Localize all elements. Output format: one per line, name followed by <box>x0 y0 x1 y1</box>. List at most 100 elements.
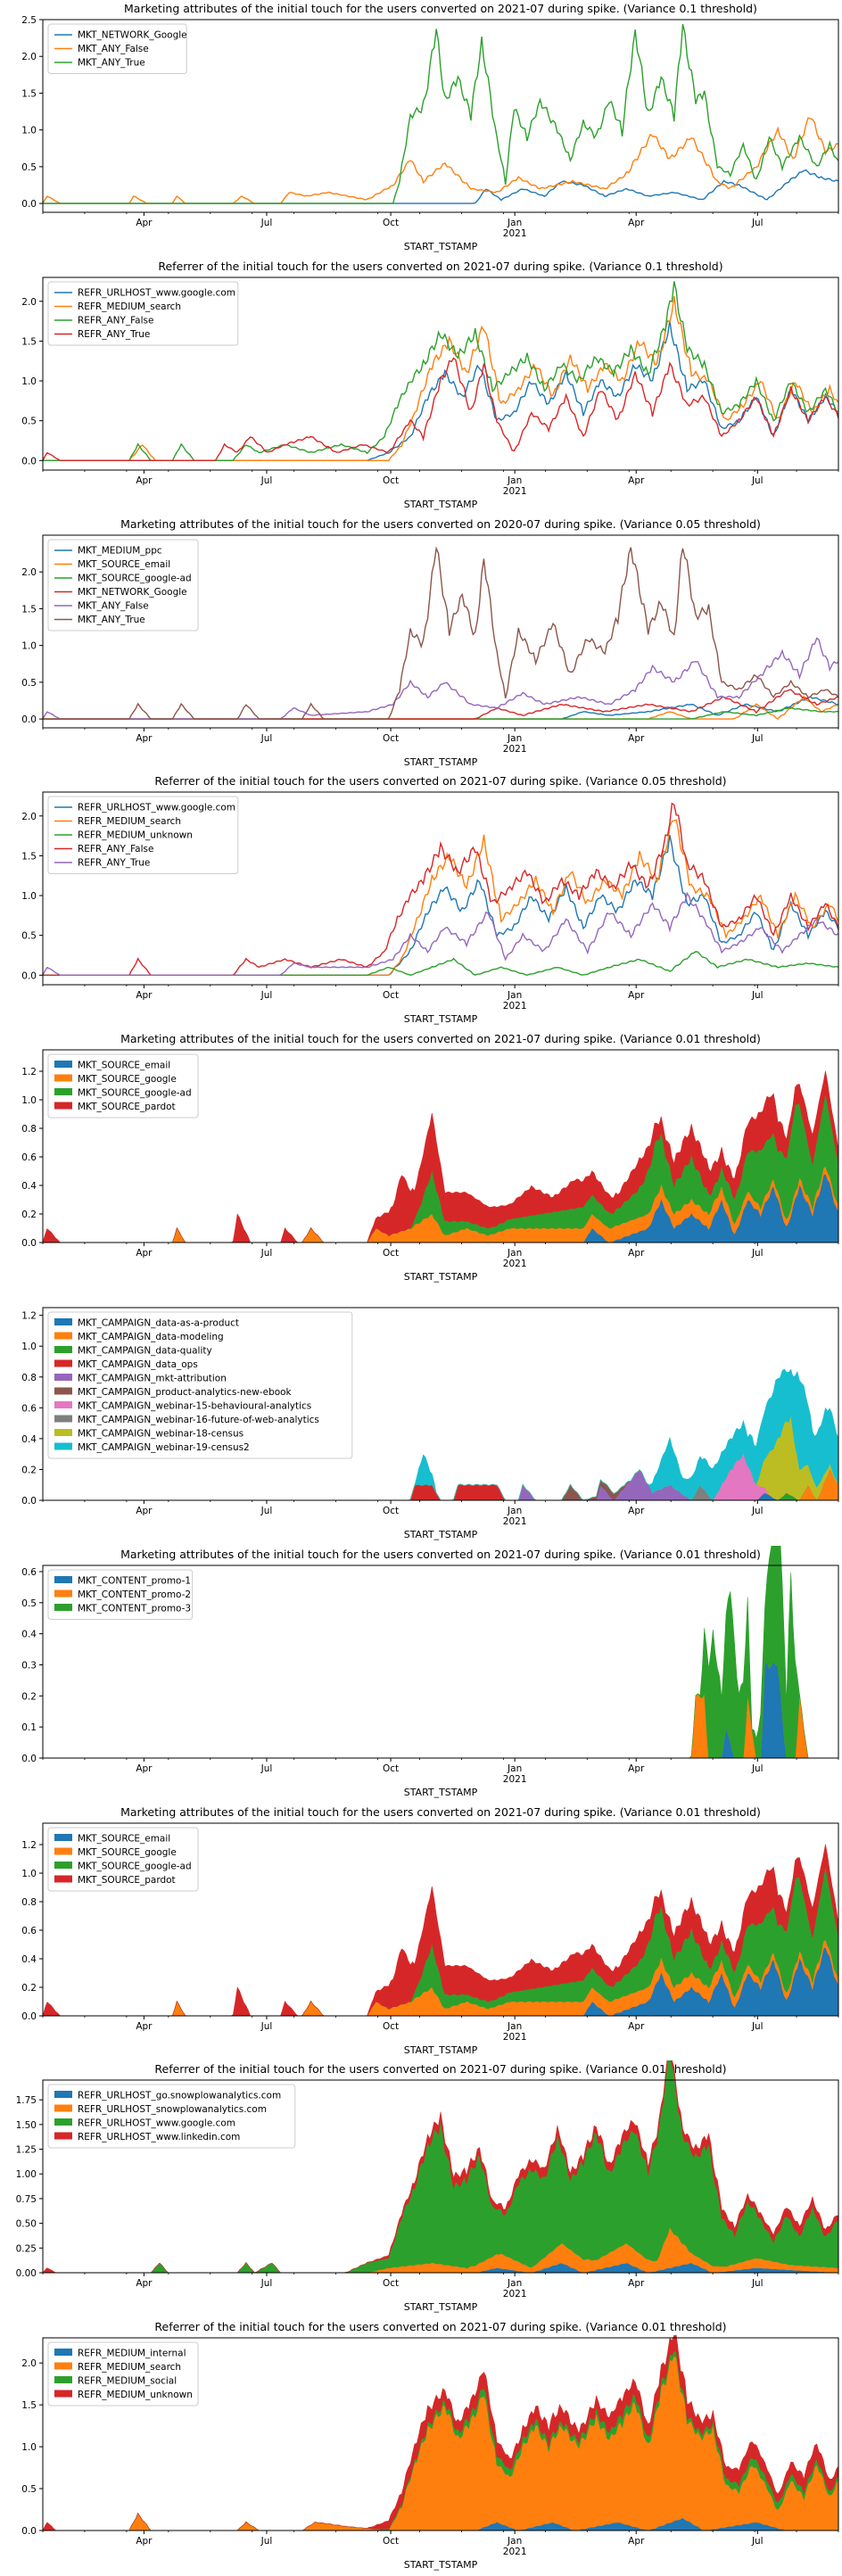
axes-frame <box>42 1565 839 1759</box>
legend-entry: REFR_URLHOST_snowplowanalytics.com <box>78 2104 267 2115</box>
y-tick-label: 1.0 <box>21 126 37 136</box>
x-tick-label: Jul <box>751 1763 764 1774</box>
x-tick-label: Jul <box>751 2536 764 2547</box>
y-tick-label: 0.8 <box>21 1124 37 1135</box>
legend: MKT_NETWORK_Google MKT_ANY_False MKT_ANY_T… <box>47 23 187 74</box>
x-axis-label: START_TSTAMP <box>404 2559 478 2571</box>
y-tick-label: 1.5 <box>21 852 37 863</box>
y-tick-label: 0.5 <box>21 2484 37 2495</box>
legend-swatch <box>54 1589 73 1598</box>
chart-title: Referrer of the initial touch for the us… <box>158 260 722 273</box>
legend-entry: MKT_SOURCE_pardot <box>78 1102 176 1112</box>
chart-title: Marketing attributes of the initial touc… <box>124 2 757 15</box>
x-axis-label: START_TSTAMP <box>404 499 478 510</box>
x-tick-label: Apr <box>628 2278 645 2289</box>
legend-entry: MKT_MEDIUM_ppc <box>78 545 162 556</box>
legend-entry: MKT_SOURCE_google-ad <box>78 1088 192 1099</box>
y-tick-label: 0.0 <box>21 2011 37 2022</box>
line-series-MKT_NETWORK_Google <box>43 169 839 204</box>
x-year-label: 2021 <box>503 486 527 497</box>
x-year-label: 2021 <box>503 2547 527 2557</box>
x-tick-label: Apr <box>628 1506 645 1516</box>
legend: REFR_URLHOST_www.google.com REFR_MEDIUM_s… <box>47 796 239 875</box>
chart-title: Referrer of the initial touch for the us… <box>154 774 726 788</box>
x-tick-label: Apr <box>136 1506 153 1516</box>
x-axis-label: START_TSTAMP <box>404 2044 478 2056</box>
legend: MKT_SOURCE_email MKT_SOURCE_google MKT_SOU… <box>47 1827 199 1892</box>
legend-swatch <box>54 2362 73 2370</box>
x-tick-label: Jul <box>751 475 764 486</box>
y-tick-label: 1.5 <box>21 2400 37 2411</box>
y-tick-label: 1.2 <box>21 1840 37 1851</box>
y-tick-label: 0.0 <box>21 1496 37 1507</box>
line-series-MKT_ANY_True <box>43 23 839 204</box>
legend-swatch <box>54 1833 73 1841</box>
axes-frame <box>42 1307 839 1501</box>
y-tick-label: 0.4 <box>21 1434 37 1445</box>
legend-entry: MKT_CAMPAIGN_data-quality <box>78 1345 212 1356</box>
legend-entry: REFR_MEDIUM_search <box>78 2362 181 2373</box>
x-tick-label: Jul <box>260 1506 273 1516</box>
legend-swatch <box>54 1428 73 1436</box>
line-series-MKT_ANY_False <box>42 636 839 720</box>
chart-svg: Referrer of the initial touch for the us… <box>21 260 839 510</box>
legend-swatch <box>54 1373 73 1381</box>
x-tick-label: Apr <box>136 2536 153 2547</box>
legend-swatch <box>54 1442 73 1450</box>
x-tick-label: Jul <box>751 1248 764 1259</box>
x-tick-label: Apr <box>136 1763 153 1774</box>
legend-swatch <box>54 1603 73 1611</box>
axes-frame <box>42 791 839 986</box>
legend-swatch <box>54 2349 73 2357</box>
x-tick-label: Apr <box>628 475 645 486</box>
x-tick-label: Apr <box>136 2021 153 2032</box>
x-tick-label: Jul <box>260 990 273 1001</box>
y-tick-label: 1.0 <box>21 1342 37 1352</box>
line-series-MKT_ANY_False <box>42 117 839 204</box>
chart-title: Marketing attributes of the initial touc… <box>120 1032 761 1045</box>
y-tick-label: 0.6 <box>21 1403 37 1414</box>
x-tick-label: Jan <box>507 2536 522 2547</box>
x-tick-label: Jan <box>507 1506 522 1516</box>
legend-swatch <box>54 1575 73 1583</box>
y-tick-label: 0.5 <box>21 677 37 688</box>
x-tick-label: Apr <box>136 2278 153 2289</box>
legend-swatch <box>54 1074 73 1082</box>
legend-entry: MKT_ANY_False <box>78 600 149 611</box>
y-tick-label: 0.4 <box>21 1181 37 1192</box>
y-tick-label: 0.5 <box>21 162 37 173</box>
legend-entry: MKT_SOURCE_email <box>78 1061 170 1071</box>
x-tick-label: Oct <box>383 733 399 744</box>
x-tick-label: Oct <box>383 1763 399 1774</box>
legend-swatch <box>54 2104 73 2112</box>
chart-panel-1: Marketing attributes of the initial touc… <box>0 0 842 258</box>
x-tick-label: Apr <box>136 475 153 486</box>
x-tick-label: Apr <box>136 1248 153 1259</box>
x-tick-label: Jul <box>260 2536 273 2547</box>
y-tick-label: 0.50 <box>16 2219 37 2230</box>
legend-entry: MKT_CAMPAIGN_webinar-19-census2 <box>78 1442 250 1453</box>
legend-entry: REFR_URLHOST_www.linkedin.com <box>78 2132 240 2143</box>
x-tick-label: Apr <box>136 733 153 744</box>
y-tick-label: 0.5 <box>21 931 37 942</box>
x-year-label: 2021 <box>503 2032 527 2043</box>
x-tick-label: Jul <box>260 218 273 228</box>
legend-entry: MKT_CONTENT_promo-1 <box>78 1575 191 1586</box>
x-tick-label: Jul <box>751 1506 764 1516</box>
y-tick-label: 0.8 <box>21 1373 37 1383</box>
y-tick-label: 0.4 <box>21 1954 37 1965</box>
x-axis-label: START_TSTAMP <box>404 241 478 252</box>
chart-svg: Marketing attributes of the initial touc… <box>21 1545 839 1798</box>
chart-title: Referrer of the initial touch for the us… <box>154 2320 726 2333</box>
chart-svg: Marketing attributes of the initial touc… <box>21 1805 839 2056</box>
legend-entry: REFR_URLHOST_go.snowplowanalytics.com <box>78 2091 281 2101</box>
legend-entry: REFR_MEDIUM_social <box>78 2376 177 2387</box>
axes-frame <box>42 534 839 729</box>
legend-entry: MKT_CONTENT_promo-2 <box>78 1589 191 1600</box>
axes-frame <box>42 1822 839 2017</box>
legend: REFR_URLHOST_go.snowplowanalytics.com REF… <box>47 2084 296 2149</box>
legend-entry: MKT_CAMPAIGN_mkt-attribution <box>78 1373 227 1383</box>
x-tick-label: Oct <box>383 990 399 1001</box>
legend-entry: MKT_CAMPAIGN_webinar-15-behavioural-anal… <box>78 1400 311 1411</box>
